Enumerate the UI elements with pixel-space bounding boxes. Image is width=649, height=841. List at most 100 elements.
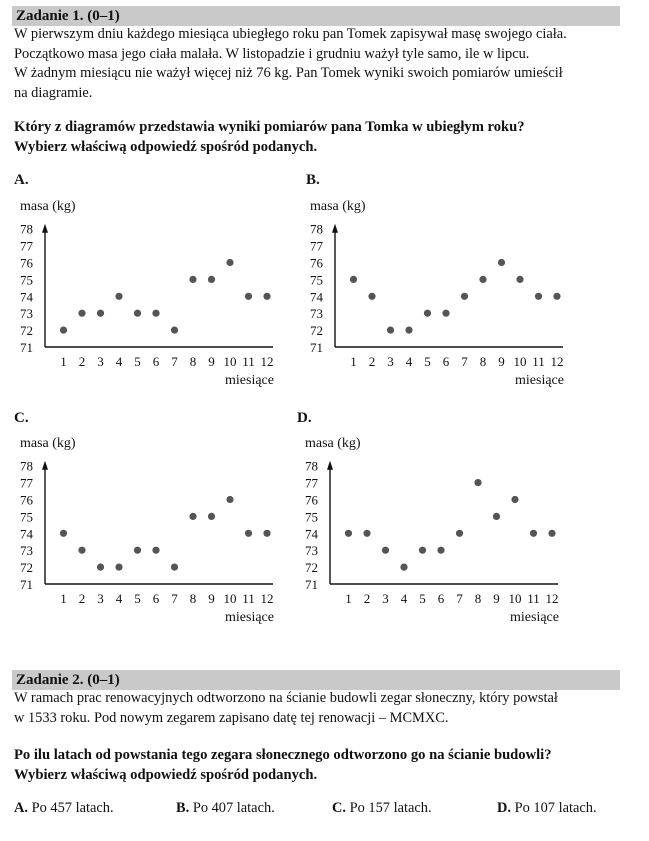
y-axis-arrow: [332, 223, 338, 233]
y-tick-label: 73: [310, 306, 323, 321]
data-point: [363, 529, 371, 537]
data-point: [474, 479, 482, 487]
x-tick-label: 11: [242, 591, 255, 606]
x-axis-label: miesiące: [225, 610, 274, 625]
task2-line: W ramach prac renowacyjnych odtworzono n…: [14, 690, 558, 706]
x-tick-label: 4: [406, 354, 413, 369]
answer-b-text: Po 407 latach.: [192, 800, 275, 816]
x-tick-label: 5: [134, 591, 141, 606]
data-point: [189, 512, 197, 520]
x-axis-label: miesiące: [515, 373, 564, 388]
x-tick-label: 3: [97, 354, 104, 369]
data-point: [263, 529, 271, 537]
answer-c-letter: C.: [332, 800, 346, 816]
x-tick-label: 7: [461, 354, 468, 369]
data-point: [170, 326, 179, 334]
task1-question: Który z diagramów przedstawia wyniki pom…: [14, 117, 620, 157]
y-tick-label: 77: [20, 239, 34, 254]
x-tick-label: 1: [345, 591, 352, 606]
x-tick-label: 2: [369, 354, 376, 369]
y-tick-label: 77: [305, 476, 319, 491]
answer-c[interactable]: C. Po 157 latach.: [332, 800, 432, 817]
answer-d[interactable]: D. Po 107 latach.: [497, 800, 597, 817]
data-point: [115, 292, 123, 300]
task1-line: na diagramie.: [14, 84, 93, 101]
y-tick-label: 71: [310, 340, 323, 355]
y-axis-label: masa (kg): [20, 199, 76, 214]
x-tick-label: 1: [60, 591, 67, 606]
x-tick-label: 6: [443, 354, 450, 369]
data-point: [244, 529, 253, 537]
y-axis-label: masa (kg): [20, 436, 76, 451]
data-point: [244, 292, 253, 300]
x-tick-label: 2: [79, 591, 86, 606]
x-tick-label: 3: [382, 591, 389, 606]
answer-a-letter: A.: [14, 800, 28, 816]
data-point: [59, 529, 68, 537]
y-tick-label: 76: [20, 493, 34, 508]
x-tick-label: 10: [509, 591, 522, 606]
data-point: [423, 309, 432, 317]
data-point: [548, 529, 556, 537]
task1-line: W pierwszym dniu każdego miesiąca ubiegł…: [14, 26, 567, 42]
x-tick-label: 5: [424, 354, 431, 369]
answer-d-text: Po 107 latach.: [514, 800, 597, 816]
y-tick-label: 75: [20, 509, 33, 524]
data-point: [553, 292, 561, 300]
data-point: [479, 275, 487, 283]
x-tick-label: 7: [171, 591, 178, 606]
y-tick-label: 71: [20, 577, 33, 592]
task1-line: Początkowo masa jego ciała malała. W lis…: [14, 45, 530, 62]
y-axis-arrow: [42, 460, 48, 470]
data-point: [511, 495, 519, 504]
data-point: [455, 529, 464, 537]
y-tick-label: 78: [20, 459, 33, 474]
y-tick-label: 75: [20, 272, 33, 287]
answer-b-letter: B.: [176, 800, 190, 816]
x-tick-label: 1: [350, 354, 357, 369]
y-axis-arrow: [42, 223, 48, 233]
x-tick-label: 8: [190, 354, 197, 369]
answer-b[interactable]: B. Po 407 latach.: [176, 800, 275, 817]
data-point: [133, 309, 142, 317]
task1-question-line: Który z diagramów przedstawia wyniki pom…: [14, 119, 525, 135]
data-point: [349, 275, 358, 283]
data-point: [386, 326, 395, 334]
x-tick-label: 10: [224, 591, 237, 606]
data-point: [78, 309, 86, 317]
answer-a[interactable]: A. Po 457 latach.: [14, 800, 114, 817]
y-tick-label: 71: [20, 340, 33, 355]
x-tick-label: 12: [546, 591, 559, 606]
y-tick-label: 74: [305, 526, 319, 541]
x-tick-label: 3: [97, 591, 104, 606]
x-tick-label: 2: [79, 354, 86, 369]
data-point: [170, 563, 179, 571]
data-point: [405, 326, 413, 334]
x-tick-label: 8: [480, 354, 487, 369]
y-tick-label: 75: [310, 272, 323, 287]
task2-header: Zadanie 2. (0–1): [12, 670, 620, 690]
data-point: [534, 292, 543, 300]
data-point: [59, 326, 68, 334]
data-point: [381, 546, 390, 554]
y-tick-label: 78: [305, 459, 318, 474]
x-tick-label: 4: [116, 354, 123, 369]
x-tick-label: 9: [498, 354, 505, 369]
x-tick-label: 1: [60, 354, 67, 369]
y-axis-label: masa (kg): [305, 436, 361, 451]
data-point: [207, 275, 216, 283]
task2-text: W ramach prac renowacyjnych odtworzono n…: [14, 689, 620, 728]
y-tick-label: 71: [305, 577, 318, 592]
data-point: [516, 275, 524, 283]
data-point: [115, 563, 123, 571]
data-point: [152, 546, 160, 554]
data-point: [96, 563, 105, 571]
data-point: [368, 292, 376, 300]
y-axis-arrow: [327, 460, 333, 470]
data-point: [78, 546, 86, 554]
y-tick-label: 73: [20, 306, 33, 321]
task1-line: W żadnym miesiącu nie ważył więcej niż 7…: [14, 65, 563, 81]
